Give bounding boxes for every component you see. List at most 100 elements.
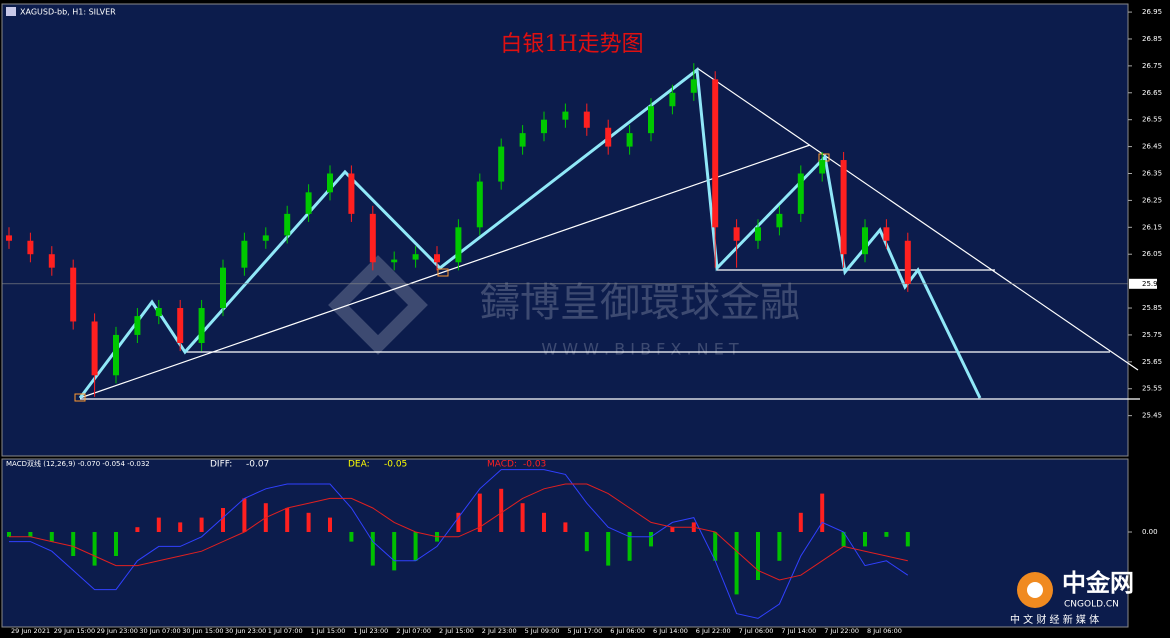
macd-bar <box>713 532 718 561</box>
macd-bar <box>905 532 910 547</box>
logo-url: CNGOLD.CN <box>1064 600 1119 610</box>
candle-body <box>819 160 826 174</box>
macd-bar <box>392 532 397 571</box>
macd-bar <box>349 532 354 542</box>
x-tick-label: 1 Jul 23:00 <box>353 627 388 635</box>
y-tick-label: 26.55 <box>1142 116 1162 124</box>
current-price-label: 25.94 <box>1142 280 1163 288</box>
y-tick-label: 26.15 <box>1142 223 1162 231</box>
logo: 中金网 <box>1062 569 1134 597</box>
macd-bar <box>114 532 118 556</box>
x-tick-label: 5 Jul 17:00 <box>567 627 602 635</box>
x-tick-label: 7 Jul 14:00 <box>781 627 816 635</box>
x-tick-label: 30 Jun 23:00 <box>225 627 266 635</box>
header: XAGUSD-bb, H1: SILVER <box>20 8 116 17</box>
candle-body <box>476 181 483 228</box>
chart-title: 白银1H走势图 <box>500 32 643 57</box>
x-tick-label: 1 Jul 15:00 <box>311 627 346 635</box>
macd-bar <box>584 532 589 552</box>
candle-body <box>840 160 847 255</box>
macd-title: MACD双线 (12,26,9) -0.070 -0.054 -0.032 <box>6 459 150 468</box>
macd-bar <box>820 493 825 532</box>
candle-body <box>776 213 783 228</box>
candle-body <box>626 133 633 147</box>
current-price-box <box>1129 278 1157 289</box>
candle-body <box>177 308 184 343</box>
y-tick-label: 26.35 <box>1142 170 1162 178</box>
macd-line <box>9 483 908 581</box>
logo-slogan: 中 文 财 经 新 媒 体 <box>1010 613 1099 626</box>
y-tick-label: 0.00 <box>1142 528 1158 536</box>
candle-body <box>262 235 269 241</box>
y-tick-label: 25.85 <box>1142 304 1162 312</box>
candle-body <box>198 308 205 343</box>
macd-bar <box>242 498 247 532</box>
indicator-name: DIFF: <box>210 460 232 470</box>
macd-bar <box>328 517 332 532</box>
x-tick-label: 7 Jul 06:00 <box>739 627 774 635</box>
y-tick-label: 25.55 <box>1142 385 1162 393</box>
candle-body <box>904 240 911 284</box>
x-tick-label: 7 Jul 22:00 <box>824 627 859 635</box>
macd-bar <box>135 527 140 532</box>
x-tick-label: 2 Jul 15:00 <box>439 627 474 635</box>
macd-bar <box>156 517 161 532</box>
candle-body <box>883 227 890 241</box>
macd-bar <box>841 532 846 547</box>
watermark-logo <box>328 255 428 355</box>
x-tick-label: 6 Jul 06:00 <box>610 627 645 635</box>
candle-body <box>669 92 676 107</box>
indicator-name: DEA: <box>348 460 370 470</box>
x-tick-label: 30 Jun 15:00 <box>182 627 223 635</box>
watermark-url: W W W . B I B F X . N E T <box>541 340 739 359</box>
candle-body <box>305 192 312 214</box>
candle-body <box>797 173 804 214</box>
y-tick-label: 26.45 <box>1142 143 1162 151</box>
macd-bar <box>456 512 461 532</box>
y-tick-label: 26.05 <box>1142 250 1162 258</box>
y-tick-label: 25.65 <box>1142 358 1162 366</box>
macd-bar <box>285 508 290 532</box>
y-tick-label: 26.65 <box>1142 89 1162 97</box>
candle-body <box>348 173 355 214</box>
indicator-value: -0.05 <box>384 460 407 470</box>
candle-body <box>412 254 419 260</box>
indicator-value: -0.03 <box>523 460 546 470</box>
macd-bar <box>199 517 204 532</box>
y-tick-label: 26.95 <box>1142 8 1162 16</box>
x-tick-label: 29 Jun 23:00 <box>97 627 138 635</box>
candle-body <box>91 321 98 376</box>
macd-bar <box>756 532 760 580</box>
candle-body <box>369 213 376 263</box>
candle-body <box>6 235 12 241</box>
macd-bar <box>370 532 375 566</box>
marker <box>437 268 449 277</box>
indicator-value: -0.07 <box>246 460 269 470</box>
candle-body <box>455 227 462 263</box>
watermark-group: 鑄博皇御環球金融 W W W . B I B F X . N E T <box>328 255 800 359</box>
candle-body <box>391 259 398 263</box>
macd-bar <box>884 532 889 537</box>
watermark: 鑄博皇御環球金融 <box>480 280 800 326</box>
macd-line <box>9 469 909 619</box>
icon <box>6 7 16 16</box>
macd-bar <box>306 512 311 532</box>
macd-bar <box>798 512 803 532</box>
candle-body <box>755 227 761 241</box>
x-tick-label: 5 Jul 09:00 <box>525 627 560 635</box>
macd-bar <box>49 532 54 542</box>
macd-bar <box>649 532 653 547</box>
indicator-name: MACD: <box>487 460 517 470</box>
x-tick-label: 2 Jul 07:00 <box>396 627 431 635</box>
marker <box>74 393 86 402</box>
macd-bar <box>413 532 418 561</box>
y-tick-label: 26.75 <box>1142 62 1162 70</box>
trendline <box>79 144 811 399</box>
candle-body <box>220 267 226 309</box>
macd-bar <box>92 532 97 566</box>
trendlines <box>79 67 1140 400</box>
logo-icon <box>1027 582 1043 598</box>
x-tick-label: 8 Jul 06:00 <box>867 627 902 635</box>
candle-body <box>434 254 440 263</box>
macd-bar <box>7 532 11 537</box>
